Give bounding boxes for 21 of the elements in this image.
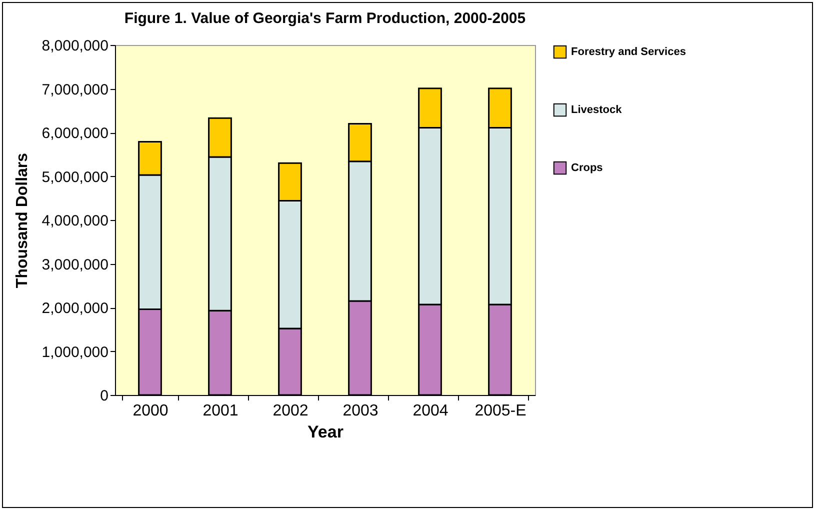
y-axis-title: Thousand Dollars: [14, 152, 31, 288]
legend-label: Forestry and Services: [571, 46, 686, 58]
x-tick-label: 2004: [412, 402, 448, 420]
x-tick-label: 2002: [272, 402, 308, 420]
y-tick-label: 1,000,000: [42, 344, 108, 361]
x-axis-title: Year: [308, 422, 344, 442]
x-tick-label: 2000: [132, 402, 168, 420]
y-tick-label: 7,000,000: [42, 81, 108, 98]
y-tick-label: 4,000,000: [42, 212, 108, 230]
y-tick-label: 0: [100, 388, 108, 404]
y-tick-label: 5,000,000: [42, 168, 108, 186]
legend-label: Livestock: [571, 104, 623, 116]
chart-title: Figure 1. Value of Georgia's Farm Production, 2000-2005: [124, 10, 526, 27]
y-tick-label: 3,000,000: [42, 256, 108, 274]
x-tick-label: 2001: [202, 402, 238, 420]
y-tick-label: 8,000,000: [42, 38, 108, 54]
y-tick-label: 6,000,000: [42, 125, 108, 142]
legend-label: Crops: [571, 162, 603, 174]
y-tick-label: 2,000,000: [42, 300, 108, 317]
x-tick-label: 2005-E: [474, 402, 526, 420]
x-tick-label: 2003: [342, 402, 378, 420]
